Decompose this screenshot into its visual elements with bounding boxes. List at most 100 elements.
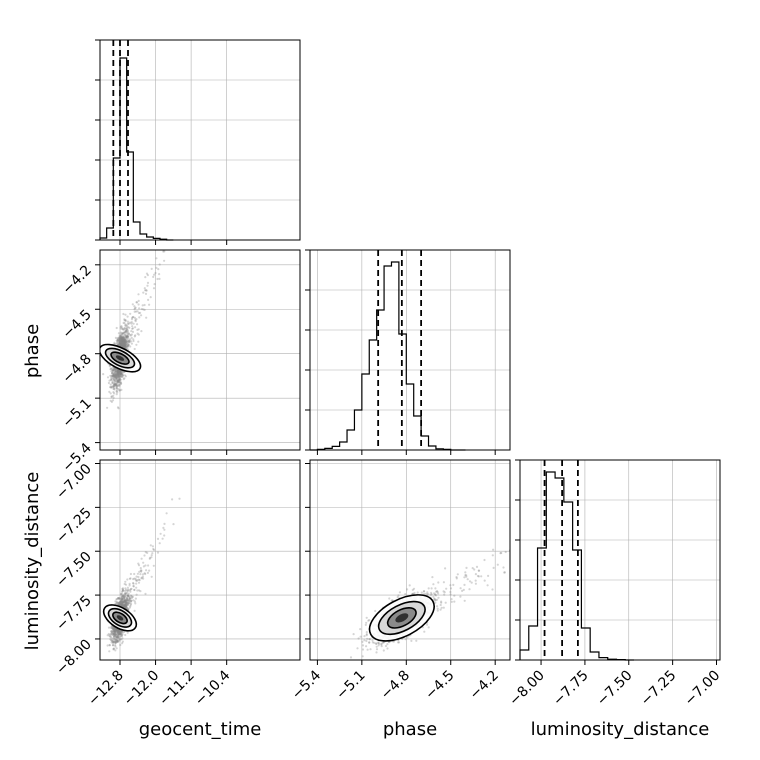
scatter-point — [117, 636, 120, 640]
scatter-point — [124, 600, 127, 603]
scatter-point — [114, 375, 117, 378]
scatter-point — [426, 623, 429, 626]
scatter-point — [118, 342, 121, 345]
scatter-point — [116, 636, 120, 639]
scatter-point — [117, 597, 120, 601]
scatter-point — [420, 591, 423, 594]
scatter-point — [115, 376, 118, 379]
x-tick-label: −7.25 — [638, 668, 680, 710]
scatter-point — [158, 263, 161, 266]
scatter-point — [136, 579, 139, 582]
scatter-point — [110, 639, 113, 642]
scatter-point — [114, 632, 117, 635]
scatter-point — [148, 557, 151, 560]
scatter-point — [135, 582, 138, 585]
scatter-point — [114, 640, 117, 643]
scatter-point — [116, 372, 119, 375]
scatter-point — [120, 592, 123, 596]
scatter-point — [120, 343, 123, 346]
scatter-point — [123, 340, 126, 343]
scatter-point — [126, 597, 129, 600]
scatter-point — [116, 380, 119, 383]
scatter-point — [135, 593, 138, 596]
scatter-point — [127, 326, 130, 329]
scatter-point — [121, 374, 124, 377]
scatter-point — [112, 374, 115, 378]
scatter-point — [114, 629, 117, 632]
scatter-point — [114, 630, 117, 634]
scatter-panel-phase-vs-geocent-time-background — [100, 250, 300, 450]
scatter-point — [126, 337, 129, 340]
scatter-point — [502, 566, 505, 569]
x-tick-label: −8.00 — [506, 668, 548, 710]
scatter-point — [122, 340, 125, 343]
scatter-point — [117, 380, 120, 384]
scatter-point — [117, 388, 120, 391]
scatter-point — [112, 627, 115, 630]
scatter-point — [138, 570, 141, 574]
scatter-point — [483, 558, 486, 562]
scatter-point — [136, 572, 139, 575]
scatter-point — [125, 342, 128, 345]
scatter-point — [119, 372, 122, 375]
scatter-point — [123, 332, 126, 335]
scatter-point — [122, 339, 125, 342]
scatter-point — [120, 373, 123, 376]
scatter-point — [140, 576, 143, 579]
scatter-point — [121, 339, 124, 342]
scatter-point — [121, 601, 124, 604]
scatter-point — [137, 340, 140, 343]
scatter-point — [118, 631, 121, 635]
scatter-point — [119, 343, 122, 346]
scatter-point — [145, 289, 148, 292]
scatter-point — [120, 345, 123, 348]
scatter-point — [116, 640, 119, 644]
scatter-point — [124, 375, 127, 378]
scatter-point — [120, 337, 124, 340]
scatter-point — [159, 532, 162, 535]
scatter-point — [131, 316, 134, 319]
scatter-point — [123, 377, 126, 380]
scatter-point — [134, 326, 137, 329]
scatter-point — [125, 603, 128, 606]
scatter-point — [124, 324, 127, 327]
scatter-point — [118, 370, 121, 373]
scatter-point — [118, 597, 121, 600]
scatter-point — [115, 640, 118, 644]
scatter-point — [112, 394, 115, 397]
scatter-point — [120, 342, 123, 345]
scatter-point — [112, 374, 115, 377]
scatter-point — [121, 601, 124, 604]
scatter-point — [118, 373, 121, 376]
scatter-point — [118, 631, 121, 634]
scatter-point — [117, 332, 120, 335]
scatter-point — [135, 301, 138, 304]
scatter-point — [125, 341, 128, 344]
scatter-point — [113, 637, 116, 641]
scatter-point — [382, 641, 385, 644]
scatter-point — [117, 376, 120, 379]
scatter-point — [113, 632, 116, 635]
scatter-point — [135, 575, 138, 578]
scatter-point — [119, 632, 122, 636]
scatter-point — [114, 369, 117, 372]
scatter-point — [115, 386, 118, 390]
scatter-point — [138, 316, 141, 319]
scatter-point — [156, 537, 160, 541]
scatter-point — [386, 647, 389, 650]
scatter-point — [125, 340, 128, 343]
scatter-point — [437, 592, 440, 595]
scatter-point — [514, 549, 516, 551]
scatter-point — [123, 603, 126, 606]
scatter-point — [150, 267, 153, 270]
scatter-point — [126, 589, 129, 593]
scatter-point — [378, 642, 381, 645]
scatter-point — [113, 384, 116, 387]
scatter-point — [126, 345, 129, 348]
scatter-point — [151, 545, 154, 548]
scatter-point — [375, 642, 378, 646]
scatter-point — [123, 600, 126, 603]
scatter-point — [450, 600, 453, 604]
scatter-point — [112, 633, 115, 636]
scatter-point — [141, 573, 145, 576]
